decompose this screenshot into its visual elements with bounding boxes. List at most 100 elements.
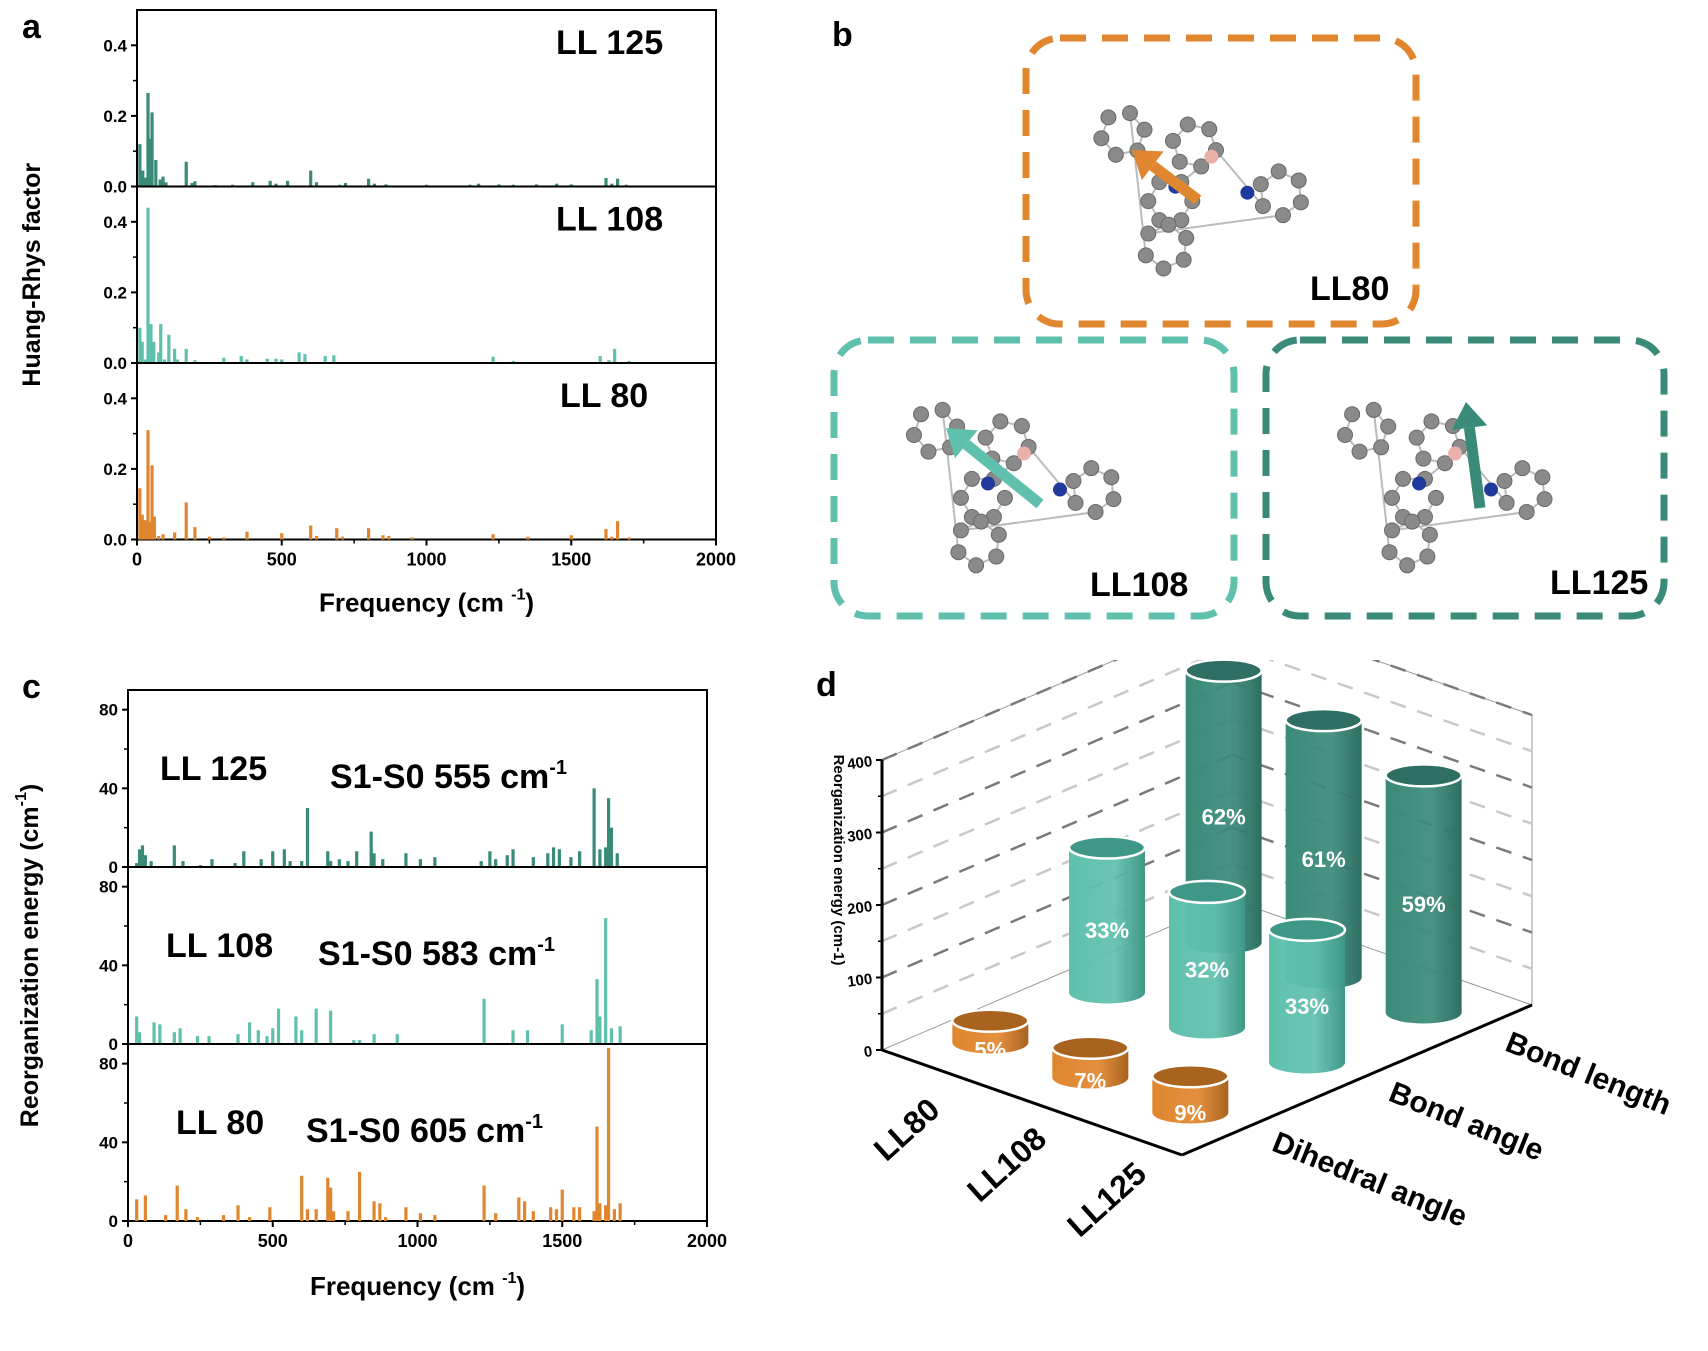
carbon-atom — [1270, 163, 1287, 180]
dashed-frame — [1262, 336, 1668, 620]
y-tick-label: 0.0 — [103, 178, 127, 197]
carbon-atom — [913, 406, 930, 423]
bar — [314, 182, 319, 187]
bar — [609, 1028, 614, 1044]
bar — [242, 851, 246, 867]
bar — [157, 535, 161, 540]
carbon-atom — [1404, 513, 1421, 530]
bar — [358, 1040, 362, 1044]
x-tick-label: 0 — [123, 1231, 133, 1251]
gridline — [881, 717, 1233, 870]
bar — [150, 112, 154, 187]
bar — [433, 1215, 437, 1221]
bar — [554, 1209, 559, 1221]
bar — [300, 1030, 304, 1044]
structure-ll125: LL125 — [1262, 336, 1668, 620]
x-tick-label: 500 — [267, 550, 297, 570]
cylinder-body — [1169, 891, 1245, 1039]
bar — [300, 1175, 304, 1221]
bar — [367, 178, 371, 187]
bar — [161, 176, 165, 187]
superscript: -1 — [525, 1111, 543, 1133]
bar — [517, 1197, 521, 1221]
bar — [135, 863, 139, 867]
carbon-atom — [1534, 469, 1551, 486]
bar — [372, 1201, 376, 1221]
bar — [236, 1205, 240, 1221]
dipole-arrow — [1463, 427, 1486, 509]
carbon-atom — [990, 526, 1007, 543]
bar — [482, 998, 486, 1044]
bar — [193, 360, 197, 363]
carbon-atom — [1093, 130, 1110, 147]
y-tick-label: 40 — [99, 1133, 118, 1152]
bar — [239, 355, 243, 363]
subplot-label: LL 108 — [556, 201, 663, 239]
carbon-atom — [1518, 503, 1535, 520]
bar — [154, 160, 158, 187]
bar — [340, 536, 345, 540]
bar — [555, 183, 559, 187]
carbon-atom — [920, 443, 937, 460]
bar — [337, 859, 341, 867]
carbon-atom — [1384, 522, 1401, 539]
percent-label: 7% — [1074, 1069, 1106, 1094]
dipole-arrow — [1149, 161, 1202, 205]
carbon-atom — [1155, 260, 1172, 277]
bar — [494, 859, 498, 867]
bar — [381, 859, 385, 867]
y-tick-label: 0 — [109, 858, 118, 877]
carbon-atom — [934, 401, 951, 418]
structure-ll80: LL80 — [1022, 34, 1420, 328]
bar — [557, 849, 561, 867]
cylinder-top — [951, 1008, 1030, 1033]
y-tick-label: 0.4 — [103, 36, 127, 55]
panel-c-content: 0 40 80 LL 125 S1-S0 555 cm-1 0 40 80 LL 108 S1-S… — [13, 689, 727, 1301]
bar — [511, 360, 515, 363]
bar — [140, 845, 145, 867]
bar — [526, 536, 530, 540]
subplot-ll80: 0 40 80 LL 80 S1-S0 605 cm-1 — [99, 1043, 708, 1231]
bar — [604, 528, 608, 540]
bar — [222, 537, 226, 540]
bar — [615, 178, 620, 187]
bar — [309, 170, 313, 187]
cylinder-top — [1067, 835, 1147, 860]
arrow-head-icon — [1451, 402, 1488, 431]
bar — [271, 851, 275, 867]
cylinder-ll108-bond-angle: 32% — [1167, 879, 1247, 1039]
gridline — [881, 681, 1233, 834]
paren: ) — [16, 784, 44, 792]
bar — [297, 352, 301, 363]
cylinder-body — [1152, 1076, 1229, 1124]
carbon-atom — [1193, 158, 1210, 175]
wall-edge — [881, 660, 1117, 761]
bar — [589, 1030, 593, 1044]
bar — [164, 1215, 168, 1221]
bar — [372, 1034, 376, 1044]
bar — [274, 358, 278, 363]
bar — [305, 1209, 310, 1221]
bar — [578, 1207, 582, 1221]
bar — [164, 182, 168, 187]
bar — [138, 488, 142, 540]
carbon-atom — [1290, 172, 1307, 189]
carbon-atom — [905, 427, 922, 444]
bar — [158, 179, 162, 187]
bar — [305, 808, 310, 867]
carbon-atom — [1083, 460, 1100, 477]
bar — [207, 1036, 211, 1044]
carbon-atom — [1175, 251, 1192, 268]
bar — [494, 1213, 498, 1221]
x-tick-label: 1000 — [397, 1231, 437, 1251]
bar — [247, 1217, 252, 1221]
bar — [140, 514, 144, 540]
boron-atom — [1204, 149, 1219, 164]
bar — [592, 788, 596, 867]
carbon-atom — [1201, 121, 1218, 138]
dashed-frame — [1022, 34, 1420, 328]
y-tick-label: 0 — [109, 1212, 118, 1231]
bar — [173, 348, 177, 363]
boron-atom — [1448, 446, 1463, 461]
